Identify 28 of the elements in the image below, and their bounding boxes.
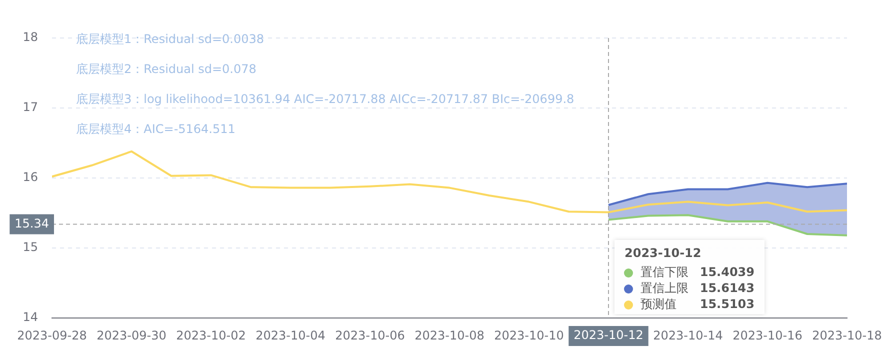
x-tick-label: 2023-10-08 <box>414 328 484 342</box>
annotation: 15.6143 <box>700 281 754 296</box>
ref-line-label: 2023-10-12 <box>624 246 702 260</box>
y-tick-label: 16 <box>22 170 38 184</box>
x-tick-label: 2023-10-12 <box>574 328 644 342</box>
x-tick-label: 2023-10-06 <box>335 328 405 342</box>
annotation: 底层模型3：log likelihood=10361.94 AIC=-20717.88 AICc=-20717.87 BIc=-20699.8 <box>76 92 574 106</box>
y-tick-label: 15 <box>22 240 38 254</box>
annotation: 底层模型2：Residual sd=0.078 <box>76 62 256 76</box>
x-tick-label: 2023-09-28 <box>17 328 87 342</box>
legend-label: 置信上限 <box>640 281 688 296</box>
legend-label: 置信下限 <box>640 265 688 280</box>
annotation: 底层模型1：Residual sd=0.0038 <box>76 32 264 46</box>
x-tick-label: 2023-10-14 <box>653 328 723 342</box>
x-tick-label: 2023-10-16 <box>732 328 802 342</box>
y-tick-label: 14 <box>22 310 38 324</box>
x-tick-label: 2023-10-10 <box>494 328 564 342</box>
x-tick-label: 2023-10-02 <box>176 328 246 342</box>
y-tick-label: 18 <box>22 30 38 44</box>
annotation: 底层模型4：AIC=-5164.511 <box>76 122 236 136</box>
ref-line-label: 15.34 <box>14 216 50 230</box>
x-tick-label: 2023-10-04 <box>256 328 326 342</box>
annotation: 15.4039 <box>700 265 754 280</box>
y-tick-label: 17 <box>22 100 38 114</box>
x-tick-label: 2023-09-30 <box>96 328 166 342</box>
annotation: 15.5103 <box>700 297 754 312</box>
x-tick-label: 2023-10-18 <box>812 328 882 342</box>
legend-label: 预测值 <box>640 297 676 312</box>
